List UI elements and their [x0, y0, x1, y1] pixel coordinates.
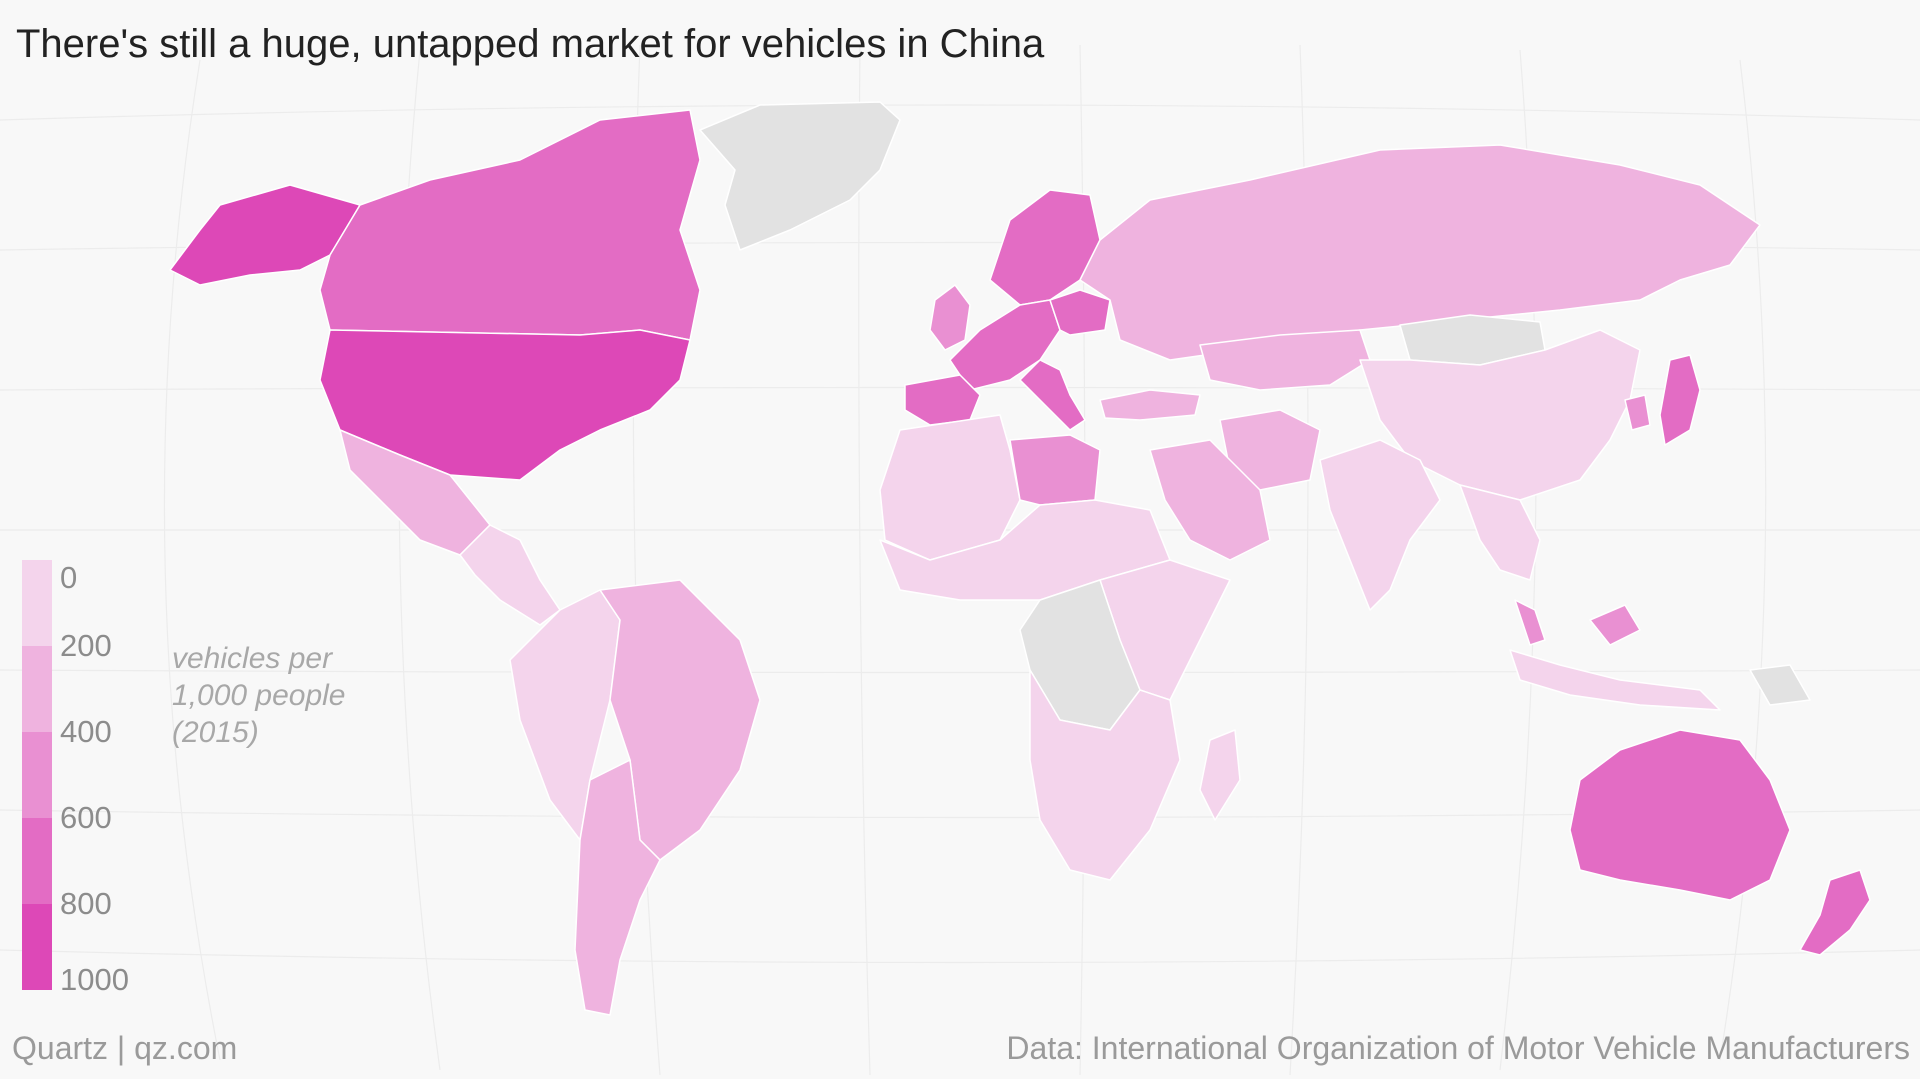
map-region [1049, 289, 1111, 336]
map-region [1149, 439, 1271, 561]
unit-line: 1,000 people [172, 679, 346, 712]
map-region [1319, 439, 1441, 611]
map-region [574, 759, 661, 1016]
map-region [879, 499, 1171, 601]
map-region [1624, 394, 1651, 431]
legend-unit-label: vehicles per 1,000 people (2015) [172, 640, 346, 751]
legend-swatch-3 [22, 818, 52, 904]
map-region [879, 414, 1021, 561]
legend-label: 200 [60, 628, 112, 663]
map-region [1799, 869, 1871, 956]
chart-title: There's still a huge, untapped market fo… [16, 22, 1045, 66]
map-region [1659, 354, 1701, 446]
map-region [319, 109, 701, 341]
map-region [1509, 649, 1721, 711]
legend-label: 1000 [60, 962, 129, 997]
map-region [1099, 389, 1201, 421]
map-region [1199, 329, 1371, 391]
map-region [459, 524, 561, 626]
map-region [1029, 669, 1181, 881]
legend-swatch-0 [22, 560, 52, 646]
legend-label: 0 [60, 560, 78, 595]
legend-label: 400 [60, 714, 112, 749]
unit-line: (2015) [172, 716, 259, 749]
map-region [699, 101, 901, 251]
map-region [599, 579, 761, 861]
data-credit: Data: International Organization of Moto… [1006, 1030, 1910, 1066]
map-region [1199, 729, 1241, 821]
map-region [1569, 729, 1791, 901]
legend-swatch-1 [22, 646, 52, 732]
legend-label: 600 [60, 800, 112, 835]
map-region [1019, 359, 1086, 431]
source-brand: Quartz | qz.com [12, 1030, 238, 1066]
legend-swatch-2 [22, 732, 52, 818]
legend-swatch-4 [22, 904, 52, 990]
map-region [929, 284, 971, 351]
map-region [1079, 144, 1761, 361]
map-region [1459, 484, 1541, 581]
map-region [1514, 599, 1641, 646]
map-region [1749, 664, 1811, 706]
map-region [1009, 434, 1101, 506]
legend-label: 800 [60, 886, 112, 921]
unit-line: vehicles per [172, 642, 333, 675]
